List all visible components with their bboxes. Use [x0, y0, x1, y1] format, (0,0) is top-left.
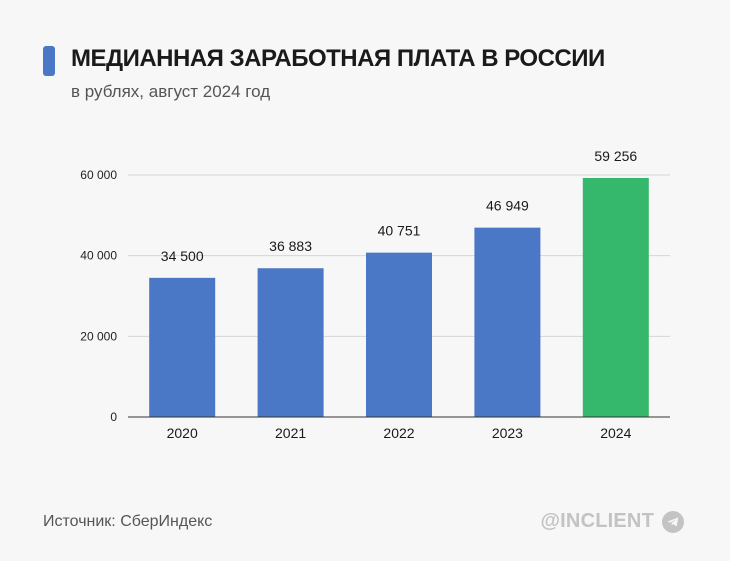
data-label: 46 949	[486, 198, 529, 214]
y-tick-label: 0	[110, 410, 117, 424]
watermark-text: @INCLIENT	[540, 510, 654, 532]
data-label: 59 256	[594, 148, 637, 164]
data-label: 36 883	[269, 238, 312, 254]
bar	[149, 277, 216, 417]
watermark: @INCLIENT	[540, 510, 684, 533]
bar	[366, 252, 432, 417]
x-tick-label: 2024	[600, 425, 631, 441]
x-tick-label: 2022	[383, 425, 414, 441]
y-tick-label: 60 000	[80, 168, 117, 182]
chart-title: МЕДИАННАЯ ЗАРАБОТНАЯ ПЛАТА В РОССИИ	[71, 45, 605, 72]
telegram-icon	[662, 510, 684, 533]
x-tick-label: 2023	[492, 425, 523, 441]
source-note: Источник: СберИндекс	[43, 513, 213, 530]
title-accent-bar	[43, 46, 55, 76]
x-tick-label: 2021	[275, 425, 306, 441]
data-label: 34 500	[161, 248, 204, 264]
x-tick-label: 2020	[167, 425, 198, 441]
data-label: 40 751	[378, 223, 421, 239]
y-tick-label: 40 000	[80, 249, 117, 263]
bar	[582, 178, 649, 417]
y-tick-label: 20 000	[80, 329, 117, 343]
chart-subtitle: в рублях, август 2024 год	[71, 82, 271, 101]
bar	[257, 268, 324, 417]
bar	[474, 227, 541, 417]
